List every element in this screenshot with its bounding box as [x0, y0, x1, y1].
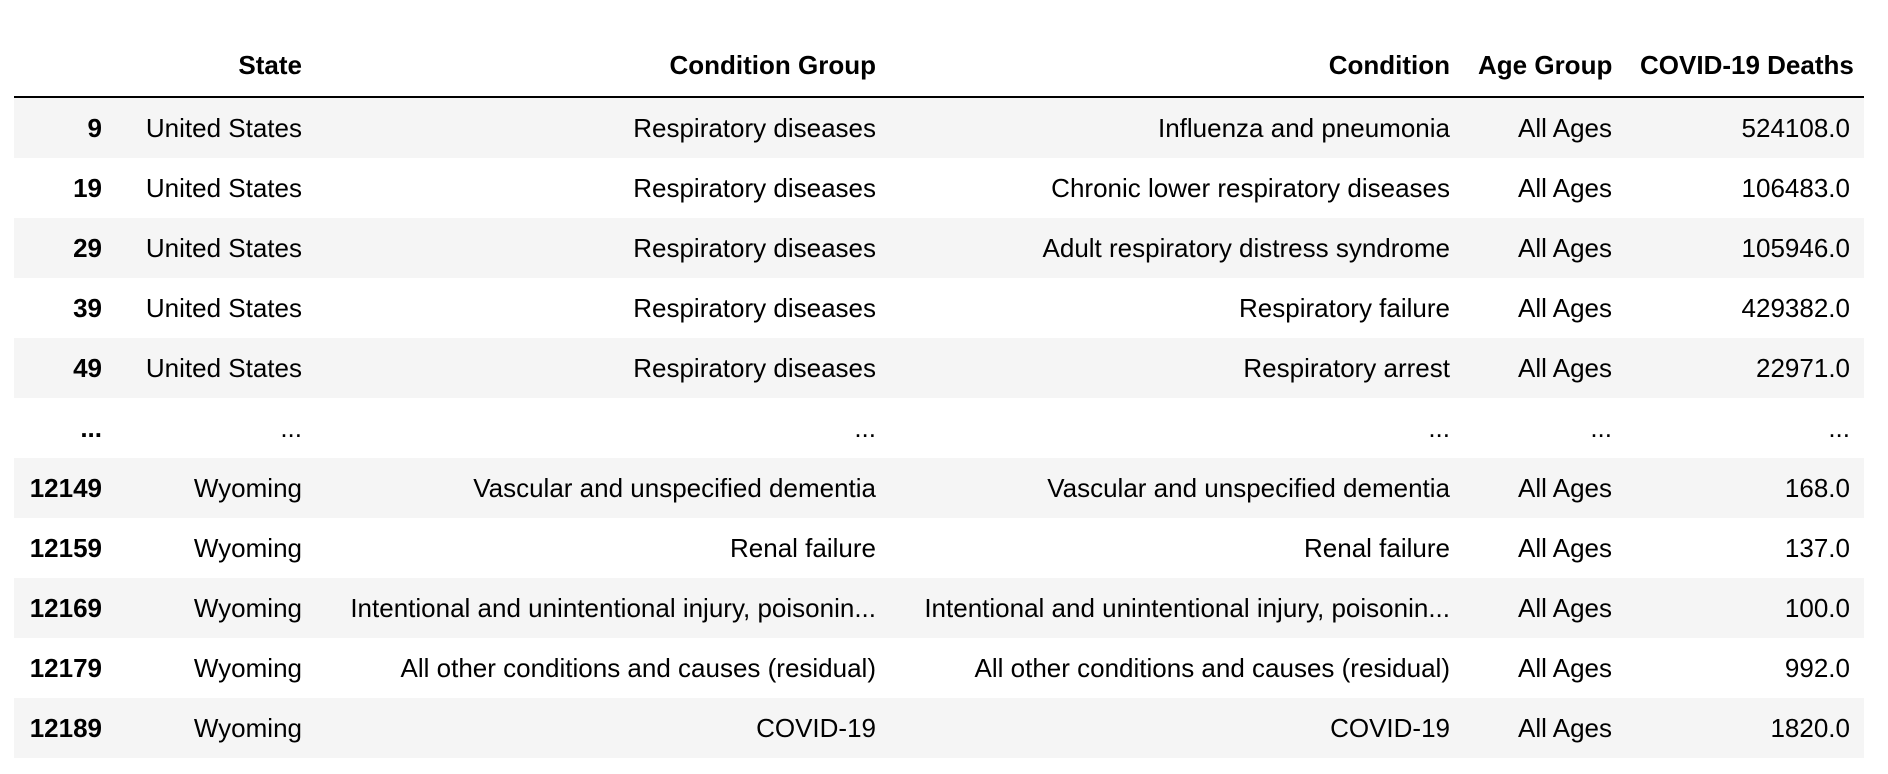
table-row: 12159 Wyoming Renal failure Renal failure Al…: [14, 518, 1864, 578]
table-row: 39 United States Respiratory diseases Respi…: [14, 278, 1864, 338]
condition-group-cell: Intentional and unintentional injury, po…: [350, 592, 876, 623]
age-group-cell: All Ages: [1518, 352, 1612, 383]
state-cell: United States: [145, 232, 302, 263]
condition-cell: All other conditions and causes (residua…: [974, 652, 1450, 683]
state-cell: Wyoming: [193, 712, 302, 743]
covid-deaths-column-header: COVID-19 Deaths: [1626, 38, 1864, 98]
row-index: ...: [80, 412, 102, 443]
state-cell: Wyoming: [193, 532, 302, 563]
row-index: 29: [73, 232, 102, 263]
row-index: 12179: [29, 652, 102, 683]
condition-cell: Chronic lower respiratory diseases: [1051, 172, 1450, 203]
row-index: 39: [73, 292, 102, 323]
condition-cell: Influenza and pneumonia: [1157, 112, 1450, 143]
condition-group-cell: COVID-19: [756, 712, 876, 743]
table-row: 12149 Wyoming Vascular and unspecified dem…: [14, 458, 1864, 518]
covid-deaths-cell: 100.0: [1784, 592, 1850, 623]
state-cell: Wyoming: [193, 652, 302, 683]
condition-group-cell: All other conditions and causes (residua…: [400, 652, 876, 683]
age-group-cell: All Ages: [1518, 712, 1612, 743]
row-index: 49: [73, 352, 102, 383]
row-index: 19: [73, 172, 102, 203]
covid-deaths-cell: 105946.0: [1741, 232, 1850, 263]
condition-group-cell: Respiratory diseases: [633, 112, 876, 143]
table-header: State Condition Group Condition Age Grou…: [14, 38, 1864, 98]
state-column-header: State: [116, 38, 316, 98]
covid-deaths-cell: 168.0: [1784, 472, 1850, 503]
table-row: 29 United States Respiratory diseases Adult…: [14, 218, 1864, 278]
condition-group-cell: Respiratory diseases: [633, 292, 876, 323]
covid-deaths-cell: 524108.0: [1741, 112, 1850, 143]
state-cell: United States: [145, 172, 302, 203]
age-group-cell: All Ages: [1518, 112, 1612, 143]
table-body: 9 United States Respiratory diseases Influe…: [14, 97, 1864, 758]
state-cell: United States: [145, 352, 302, 383]
condition-group-cell: Vascular and unspecified dementia: [473, 472, 876, 503]
state-cell: ...: [280, 412, 302, 443]
age-group-column-header: Age Group: [1464, 38, 1626, 98]
age-group-cell: All Ages: [1518, 652, 1612, 683]
row-index: 9: [87, 112, 102, 143]
covid-deaths-cell: 1820.0: [1770, 712, 1850, 743]
age-group-cell: All Ages: [1518, 232, 1612, 263]
table-row: 12189 Wyoming COVID-19 COVID-19 All Ages 1820…: [14, 698, 1864, 758]
dataframe-table: State Condition Group Condition Age Grou…: [14, 38, 1864, 758]
condition-cell: Respiratory failure: [1239, 292, 1450, 323]
table-row: 9 United States Respiratory diseases Influe…: [14, 97, 1864, 158]
condition-cell: Adult respiratory distress syndrome: [1042, 232, 1450, 263]
condition-cell: ...: [1428, 412, 1450, 443]
condition-group-cell: ...: [854, 412, 876, 443]
age-group-cell: All Ages: [1518, 292, 1612, 323]
header-row: State Condition Group Condition Age Grou…: [14, 38, 1864, 98]
condition-group-column-header: Condition Group: [316, 38, 890, 98]
covid-deaths-cell: ...: [1828, 412, 1850, 443]
covid-deaths-cell: 137.0: [1784, 532, 1850, 563]
condition-cell: Renal failure: [1304, 532, 1450, 563]
condition-group-cell: Respiratory diseases: [633, 172, 876, 203]
covid-deaths-cell: 22971.0: [1756, 352, 1850, 383]
condition-cell: Respiratory arrest: [1243, 352, 1450, 383]
condition-cell: Vascular and unspecified dementia: [1047, 472, 1450, 503]
state-cell: United States: [145, 292, 302, 323]
index-column-header: [14, 38, 116, 98]
covid-deaths-cell: 992.0: [1784, 652, 1850, 683]
table-row: 12179 Wyoming All other conditions and cau…: [14, 638, 1864, 698]
state-cell: Wyoming: [193, 472, 302, 503]
row-index: 12149: [29, 472, 102, 503]
state-cell: United States: [145, 112, 302, 143]
condition-group-cell: Respiratory diseases: [633, 232, 876, 263]
table-row: 19 United States Respiratory diseases Chron…: [14, 158, 1864, 218]
condition-cell: COVID-19: [1330, 712, 1450, 743]
age-group-cell: All Ages: [1518, 592, 1612, 623]
row-index: 12159: [29, 532, 102, 563]
ellipsis-row: ..................: [14, 398, 1864, 458]
age-group-cell: All Ages: [1518, 532, 1612, 563]
age-group-cell: ...: [1590, 412, 1612, 443]
table-row: 12169 Wyoming Intentional and unintentiona…: [14, 578, 1864, 638]
condition-group-cell: Renal failure: [730, 532, 876, 563]
condition-group-cell: Respiratory diseases: [633, 352, 876, 383]
dataframe-output: State Condition Group Condition Age Grou…: [14, 38, 1864, 758]
row-index: 12189: [29, 712, 102, 743]
covid-deaths-cell: 106483.0: [1741, 172, 1850, 203]
table-row: 49 United States Respiratory diseases Respi…: [14, 338, 1864, 398]
row-index: 12169: [29, 592, 102, 623]
covid-deaths-cell: 429382.0: [1741, 292, 1850, 323]
condition-column-header: Condition: [890, 38, 1464, 98]
state-cell: Wyoming: [193, 592, 302, 623]
age-group-cell: All Ages: [1518, 472, 1612, 503]
condition-cell: Intentional and unintentional injury, po…: [924, 592, 1450, 623]
age-group-cell: All Ages: [1518, 172, 1612, 203]
